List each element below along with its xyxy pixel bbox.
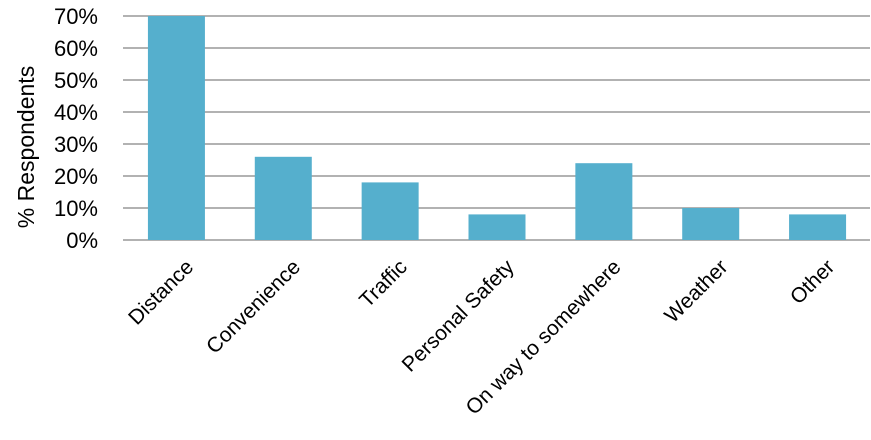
y-tick-label: 70%: [54, 4, 98, 29]
y-tick-label: 30%: [54, 132, 98, 157]
bars: [147, 16, 847, 240]
bar-traffic: [361, 182, 419, 240]
bar-convenience: [254, 156, 312, 240]
y-tick-label: 20%: [54, 164, 98, 189]
bar-personal-safety: [468, 214, 526, 240]
x-tick-label: Weather: [660, 255, 732, 327]
y-tick-label: 60%: [54, 36, 98, 61]
x-tick-label: Distance: [124, 255, 198, 329]
y-axis-label: % Respondents: [13, 66, 39, 228]
x-tick-label: Traffic: [355, 255, 412, 312]
y-tick-label: 10%: [54, 196, 98, 221]
y-tick-labels: 0% 10% 20% 30% 40% 50% 60% 70%: [54, 4, 98, 253]
x-tick-label: Personal Safety: [398, 255, 519, 376]
gridlines: [123, 15, 870, 241]
x-tick-label: Convenience: [202, 255, 305, 358]
y-tick-label: 40%: [54, 100, 98, 125]
y-tick-label: 0%: [66, 228, 98, 253]
bar-weather: [682, 208, 740, 240]
bar-other: [789, 214, 847, 240]
bar-on-way-to-somewhere: [575, 163, 633, 240]
y-tick-label: 50%: [54, 68, 98, 93]
bar-distance: [147, 16, 205, 240]
x-tick-label: Other: [786, 255, 839, 308]
